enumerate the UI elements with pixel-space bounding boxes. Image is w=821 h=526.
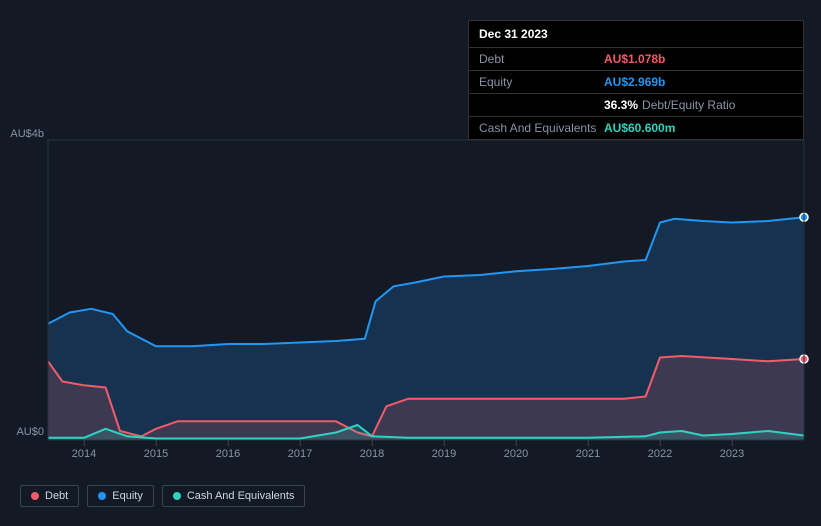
tooltip-row-label: Debt bbox=[479, 52, 604, 66]
legend-item[interactable]: Debt bbox=[20, 485, 79, 507]
tooltip-row-value: AU$60.600m bbox=[604, 121, 675, 135]
x-axis-tick: 2022 bbox=[648, 448, 672, 460]
legend-item[interactable]: Cash And Equivalents bbox=[162, 485, 306, 507]
legend-dot-icon bbox=[173, 492, 181, 500]
x-axis-tick: 2019 bbox=[432, 448, 456, 460]
x-axis-tick: 2017 bbox=[288, 448, 312, 460]
legend-dot-icon bbox=[98, 492, 106, 500]
tooltip-row: Cash And EquivalentsAU$60.600m bbox=[469, 117, 803, 139]
tooltip-row: EquityAU$2.969b bbox=[469, 71, 803, 94]
legend-label: Debt bbox=[45, 490, 68, 502]
legend-label: Equity bbox=[112, 490, 143, 502]
x-axis-tick: 2021 bbox=[576, 448, 600, 460]
x-axis-tick: 2020 bbox=[504, 448, 528, 460]
tooltip-row-label bbox=[479, 98, 604, 112]
x-axis-tick: 2018 bbox=[360, 448, 384, 460]
legend-item[interactable]: Equity bbox=[87, 485, 154, 507]
tooltip-row: 36.3%Debt/Equity Ratio bbox=[469, 94, 803, 117]
tooltip-row-suffix: Debt/Equity Ratio bbox=[642, 98, 735, 112]
tooltip-date: Dec 31 2023 bbox=[469, 21, 803, 48]
legend-dot-icon bbox=[31, 492, 39, 500]
tooltip-row-value: 36.3%Debt/Equity Ratio bbox=[604, 98, 735, 112]
chart-tooltip: Dec 31 2023 DebtAU$1.078bEquityAU$2.969b… bbox=[468, 20, 804, 140]
x-axis-tick: 2023 bbox=[720, 448, 744, 460]
tooltip-row: DebtAU$1.078b bbox=[469, 48, 803, 71]
x-axis-tick: 2016 bbox=[216, 448, 240, 460]
tooltip-row-value: AU$2.969b bbox=[604, 75, 665, 89]
tooltip-row-label: Equity bbox=[479, 75, 604, 89]
x-axis-tick: 2014 bbox=[72, 448, 96, 460]
chart-legend: Debt Equity Cash And Equivalents bbox=[20, 485, 305, 507]
tooltip-row-label: Cash And Equivalents bbox=[479, 121, 604, 135]
x-axis: 2014 2015 2016 2017 2018 2019 2020 2021 2022 2023 bbox=[0, 448, 821, 468]
legend-label: Cash And Equivalents bbox=[187, 490, 295, 502]
x-axis-tick: 2015 bbox=[144, 448, 168, 460]
tooltip-row-value: AU$1.078b bbox=[604, 52, 665, 66]
